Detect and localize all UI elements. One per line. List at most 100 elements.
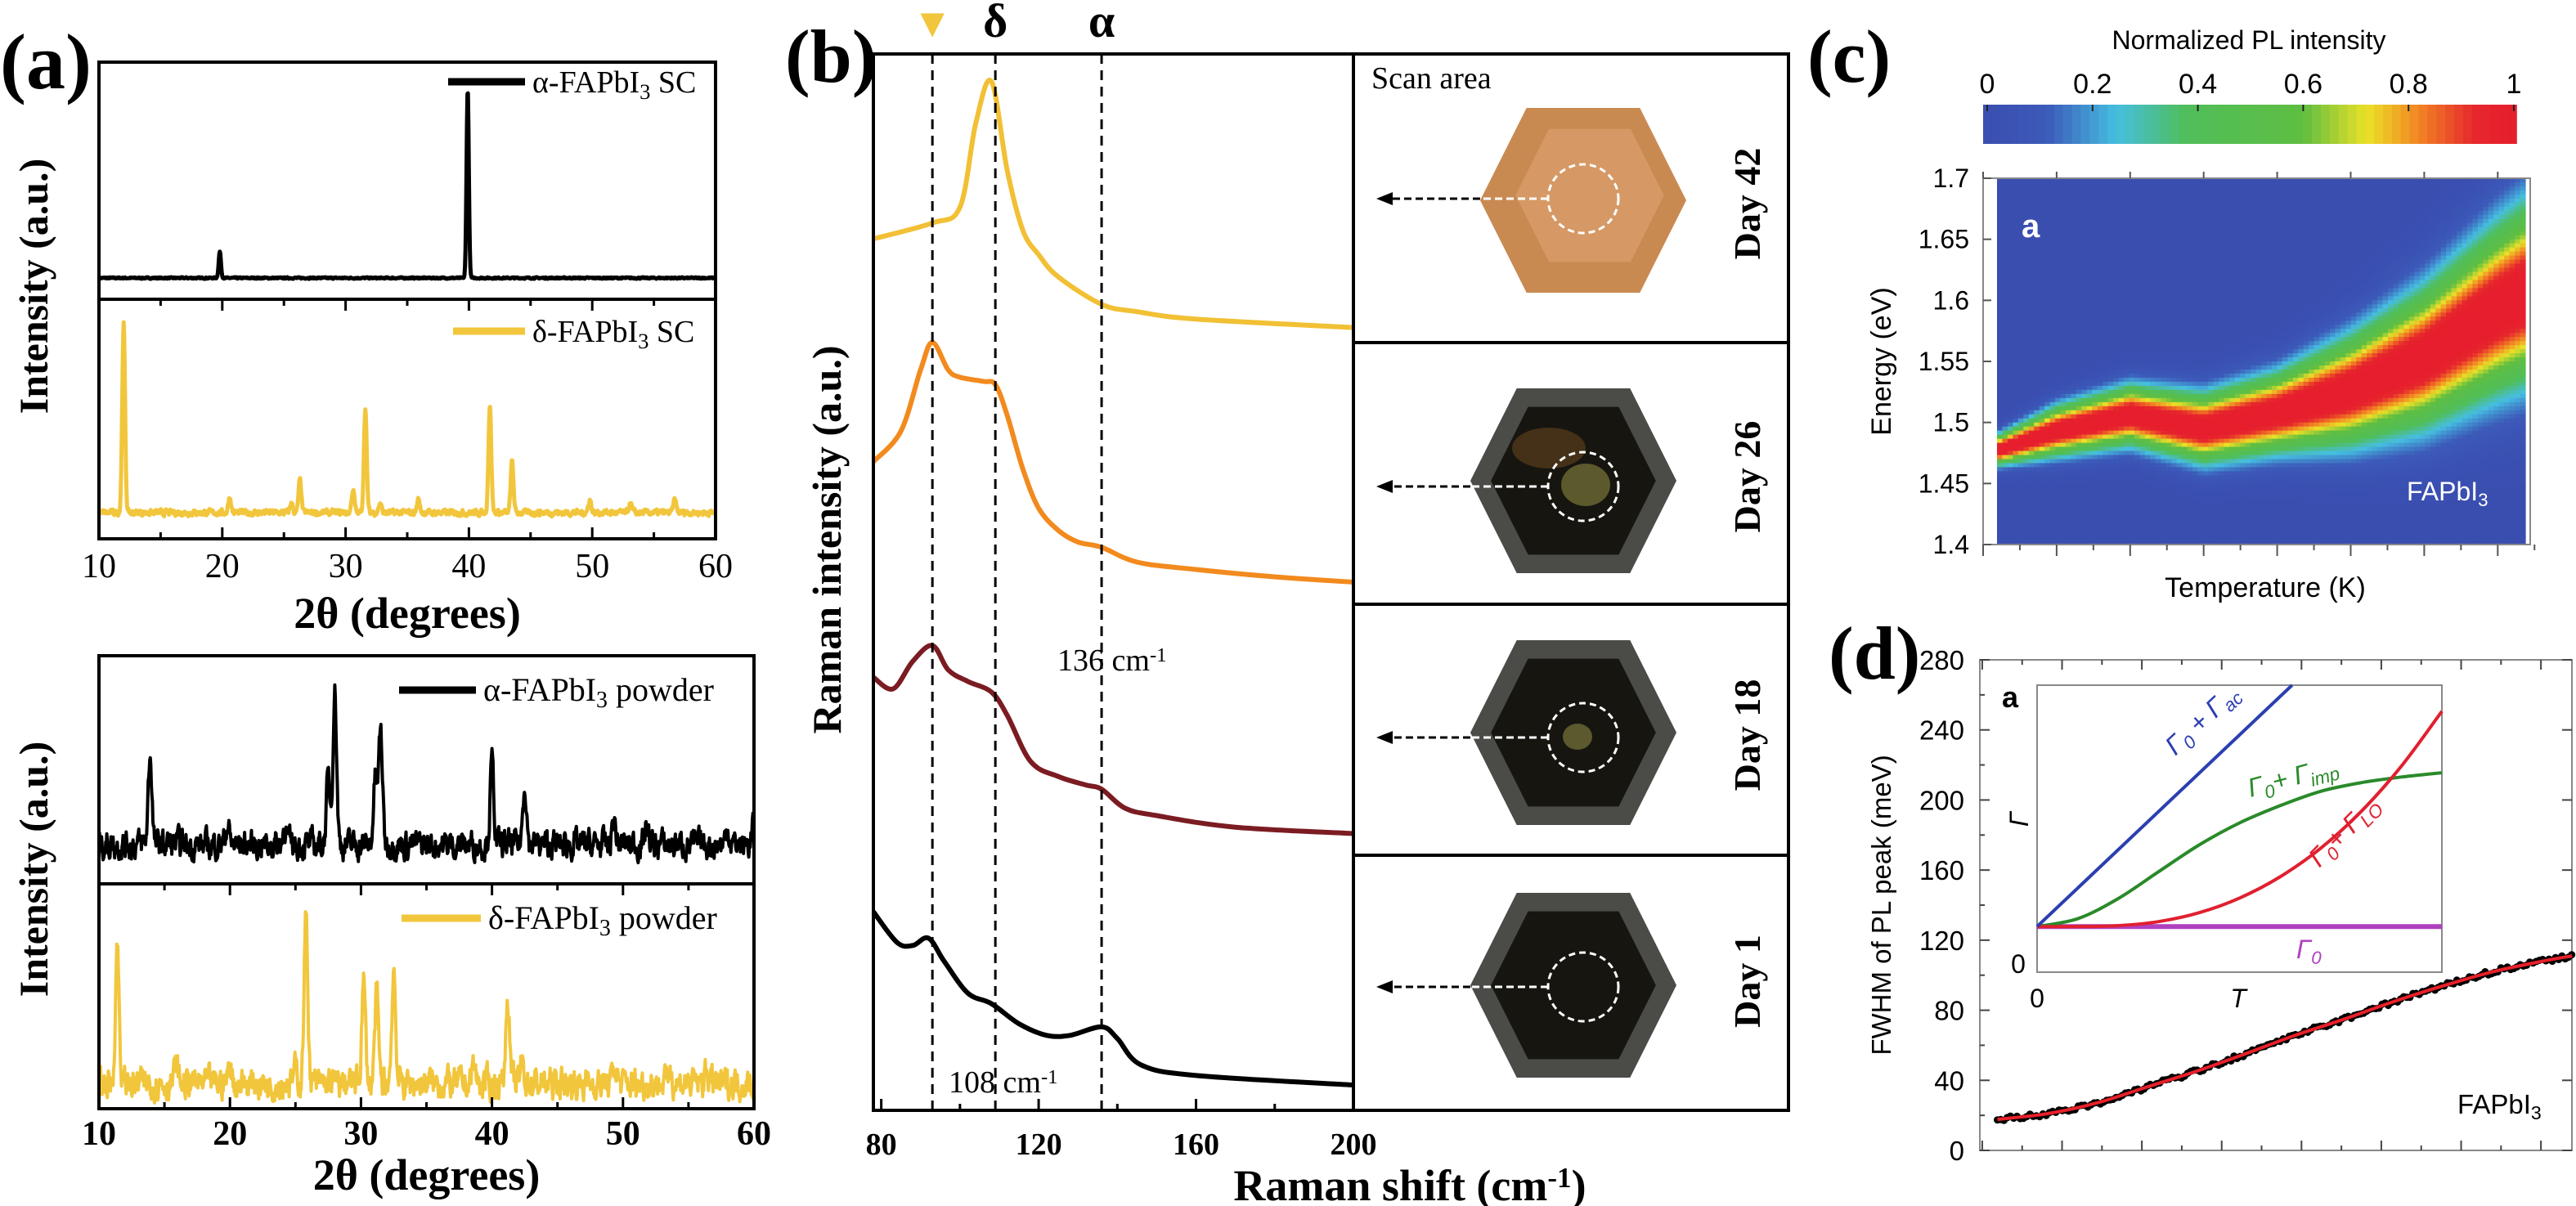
legend-label: α-FAPbI3 powder — [483, 671, 714, 713]
heatmap-cell — [2129, 516, 2135, 521]
heatmap-cell — [2103, 414, 2109, 419]
heatmap-cell — [2224, 365, 2230, 370]
heatmap-cell — [2171, 218, 2178, 224]
heatmap-cell — [2171, 345, 2178, 350]
heatmap-cell — [2139, 300, 2146, 305]
heatmap-cell — [2076, 524, 2082, 529]
heatmap-cell — [2002, 365, 2008, 370]
heatmap-cell — [2103, 401, 2109, 407]
heatmap-cell — [2213, 512, 2219, 517]
heatmap-cell — [2271, 455, 2278, 460]
heatmap-cell — [2202, 235, 2209, 240]
heatmap-cell — [2240, 226, 2246, 232]
heatmap-cell — [2076, 389, 2082, 395]
heatmap-cell — [2208, 304, 2215, 309]
heatmap-cell — [2129, 312, 2135, 317]
heatmap-cell — [2081, 475, 2088, 480]
heatmap-cell — [2066, 397, 2072, 403]
heatmap-cell — [2081, 251, 2088, 257]
heatmap-cell — [2092, 218, 2098, 224]
heatmap-cell — [2092, 471, 2098, 476]
heatmap-cell — [2023, 345, 2030, 350]
heatmap-cell — [2060, 251, 2067, 257]
heatmap-cell — [2229, 459, 2236, 464]
heatmap-cell — [2240, 349, 2246, 354]
heatmap-cell — [2129, 471, 2135, 476]
colorbar-segment — [2179, 105, 2188, 144]
heatmap-cell — [2176, 434, 2183, 440]
heatmap-cell — [2055, 397, 2062, 403]
heatmap-cell — [2171, 524, 2178, 529]
heatmap-cell — [2002, 247, 2008, 253]
heatmap-cell — [2039, 442, 2045, 448]
heatmap-cell — [2044, 337, 2051, 342]
heatmap-cell — [2271, 345, 2278, 350]
heatmap-cell — [2155, 300, 2161, 305]
heatmap-cell — [2271, 292, 2278, 297]
heatmap-cell — [2039, 280, 2045, 285]
heatmap-cell — [2245, 381, 2251, 387]
heatmap-cell — [2182, 524, 2188, 529]
heatmap-cell — [2086, 467, 2093, 472]
heatmap-cell — [2007, 397, 2013, 403]
heatmap-cell — [2017, 235, 2024, 240]
heatmap-cell — [2044, 226, 2051, 232]
heatmap-cell — [2161, 333, 2167, 338]
heatmap-cell — [2007, 524, 2013, 529]
heatmap-cell — [2097, 397, 2103, 403]
heatmap-cell — [2155, 178, 2161, 183]
heatmap-cell — [2007, 385, 2013, 391]
heatmap-cell — [2134, 422, 2141, 428]
heatmap-cell — [2134, 214, 2141, 220]
heatmap-cell — [2171, 321, 2178, 325]
heatmap-cell — [2176, 536, 2183, 541]
heatmap-cell — [2103, 284, 2109, 289]
heatmap-cell — [2165, 251, 2172, 257]
heatmap-cell — [2023, 190, 2030, 195]
heatmap-cell — [2107, 333, 2114, 338]
heatmap-cell — [2092, 495, 2098, 500]
heatmap-cell — [2266, 337, 2273, 342]
heatmap-cell — [2224, 455, 2230, 460]
heatmap-cell — [2150, 198, 2156, 204]
heatmap-cell — [2208, 520, 2215, 525]
heatmap-cell — [2049, 329, 2056, 334]
heatmap-cell — [2213, 186, 2219, 191]
heatmap-cell — [2187, 512, 2193, 517]
heatmap-cell — [2076, 231, 2082, 236]
heatmap-cell — [2049, 365, 2056, 370]
heatmap-cell — [2266, 202, 2273, 208]
heatmap-cell — [2049, 321, 2056, 325]
heatmap-cell — [2229, 271, 2236, 277]
heatmap-cell — [2060, 442, 2067, 448]
heatmap-cell — [2028, 410, 2035, 415]
heatmap-cell — [2219, 271, 2225, 277]
heatmap-cell — [2155, 500, 2161, 504]
heatmap-cell — [2192, 222, 2199, 228]
heatmap-cell — [2245, 329, 2251, 334]
heatmap-cell — [2034, 231, 2040, 236]
heatmap-cell — [2044, 508, 2051, 513]
heatmap-cell — [2092, 190, 2098, 195]
heatmap-cell — [2161, 397, 2167, 403]
heatmap-cell — [2182, 512, 2188, 517]
heatmap-cell — [2155, 370, 2161, 374]
heatmap-cell — [2039, 357, 2045, 362]
heatmap-cell — [2013, 365, 2019, 370]
heatmap-cell — [2028, 467, 2035, 472]
heatmap-cell — [1997, 235, 2004, 240]
heatmap-cell — [2044, 479, 2051, 484]
heatmap-cell — [2028, 296, 2035, 301]
heatmap-cell — [2118, 325, 2125, 330]
heatmap-cell — [2150, 401, 2156, 407]
heatmap-cell — [2097, 422, 2103, 428]
heatmap-cell — [2271, 397, 2278, 403]
heatmap-cell — [2034, 479, 2040, 484]
colorbar-segment — [2170, 105, 2179, 144]
heatmap-cell — [2176, 495, 2183, 500]
heatmap-cell — [2139, 255, 2146, 261]
colorbar-segment — [2223, 105, 2233, 144]
heatmap-cell — [2071, 365, 2077, 370]
heatmap-cell — [2224, 247, 2230, 253]
heatmap-cell — [2097, 300, 2103, 305]
